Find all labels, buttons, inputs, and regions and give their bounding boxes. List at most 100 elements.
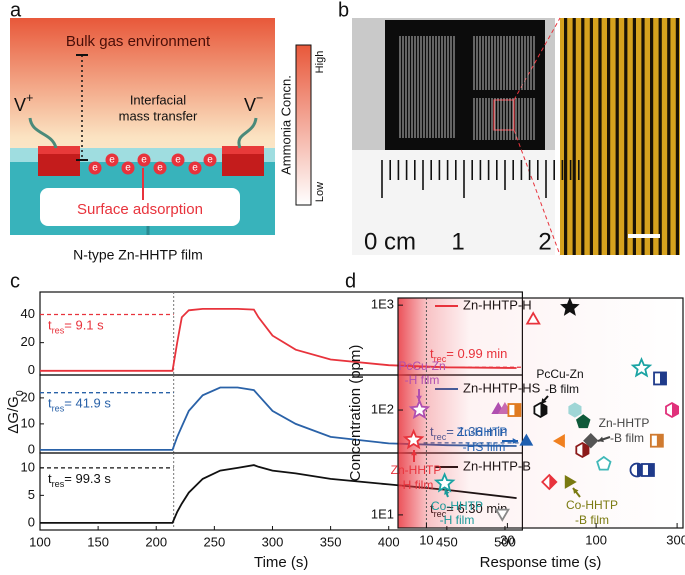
marker-fill	[514, 404, 521, 417]
data-point	[630, 356, 653, 378]
annotation-part: res	[52, 479, 65, 489]
marker-shape	[583, 432, 599, 449]
y-axis-title: Concentration (ppm)	[347, 345, 364, 482]
y-tick-label: 0	[28, 362, 35, 377]
micro-stripe	[624, 18, 628, 255]
marker-fill	[647, 463, 654, 476]
annotation: PcCu-Zn	[536, 367, 583, 381]
data-point	[641, 463, 655, 477]
micro-stripe	[658, 18, 662, 255]
micrograph	[560, 18, 680, 255]
ruler-label: 2	[538, 228, 551, 255]
data-point	[541, 473, 558, 491]
electron-label: e	[157, 163, 163, 174]
annotation-part: res	[52, 326, 65, 336]
annotation: Zn-HHTP	[457, 425, 508, 439]
electrode-top	[222, 146, 264, 154]
micro-stripe	[598, 18, 602, 255]
transfer-label: Interfacial	[130, 92, 186, 107]
x-tick-label: 30	[500, 532, 514, 547]
micro-stripe	[667, 18, 671, 255]
marker-shape	[433, 471, 456, 493]
data-point	[507, 403, 522, 417]
data-line	[40, 386, 517, 451]
arrow-head	[598, 436, 604, 443]
annotation: Zn-HHTP	[391, 463, 442, 477]
y-tick-label: 0	[28, 514, 35, 529]
data-point	[533, 401, 548, 419]
annotation-part: = 9.1 s	[64, 318, 104, 333]
data-point	[576, 414, 591, 429]
x-tick-label: 100	[585, 532, 607, 547]
data-point	[596, 455, 612, 471]
electrode	[38, 150, 80, 176]
micro-stripe	[607, 18, 611, 255]
marker-fill	[660, 372, 667, 385]
electron-label: e	[192, 163, 198, 174]
annotation-part: = 41.9 s	[64, 396, 111, 411]
y-tick-label: 1E2	[371, 401, 394, 416]
annotation: -B film	[610, 431, 644, 445]
marker-shape	[564, 475, 577, 489]
x-tick-label: 150	[87, 534, 109, 549]
y-tick-label: 20	[21, 389, 35, 404]
panel-label: d	[345, 270, 356, 292]
x-tick-label: 350	[320, 534, 342, 549]
marker-fill	[540, 403, 547, 417]
data-point	[494, 508, 510, 522]
marker-shape	[552, 434, 565, 448]
data-point	[564, 475, 577, 489]
annotation: Zn-HHTP	[599, 416, 650, 430]
marker-fill	[549, 475, 557, 489]
panel-label: b	[338, 0, 349, 21]
marker-shape	[596, 455, 612, 471]
adsorption-label: Surface adsorption	[77, 201, 203, 218]
electron-label: e	[92, 163, 98, 174]
plot-frame	[397, 297, 684, 529]
annotation: tres= 99.3 s	[48, 471, 111, 489]
annotation: Co-HHTP	[431, 499, 483, 513]
scale-bar	[628, 234, 660, 238]
marker-shape	[519, 433, 534, 446]
x-axis-title: Response time (s)	[480, 554, 602, 571]
y-axis-title-part: ΔG/G	[5, 396, 22, 434]
x-tick-label: 100	[29, 534, 51, 549]
electron-label: e	[141, 155, 147, 166]
arrow-head	[416, 395, 422, 401]
arrow-head	[573, 488, 579, 494]
micro-stripe	[641, 18, 645, 255]
transfer-label: mass transfer	[119, 108, 198, 123]
electrode-top	[38, 146, 80, 154]
x-axis-title: Time (s)	[254, 554, 308, 571]
y-tick-label: 10	[21, 459, 35, 474]
bulk-label: Bulk gas environment	[66, 33, 211, 50]
arrow-head	[512, 438, 518, 444]
arrow-head	[444, 489, 450, 495]
y-tick-label: 0	[28, 441, 35, 456]
colorbar-low: Low	[314, 182, 326, 202]
x-tick-label: 500	[494, 534, 516, 549]
marker-shape	[494, 508, 510, 522]
x-tick-label: 400	[378, 534, 400, 549]
electron	[171, 153, 185, 167]
x-tick-label: 10	[419, 532, 433, 547]
electron	[105, 153, 119, 167]
x-tick-label: 250	[204, 534, 226, 549]
zoom-line	[513, 129, 561, 256]
v-plus-part: V	[14, 95, 26, 115]
marker-shape	[568, 402, 582, 418]
micro-stripe	[632, 18, 636, 255]
ruler-label: 1	[451, 228, 464, 255]
v-minus-part: V	[244, 95, 256, 115]
annotation: Co-HHTP	[566, 498, 618, 512]
data-point	[560, 297, 580, 316]
wire	[28, 117, 58, 149]
panel-a	[10, 18, 312, 235]
v-plus-part: +	[26, 91, 33, 105]
micro-stripe	[589, 18, 593, 255]
data-point	[408, 398, 431, 420]
film-caption: N-type Zn-HHTP film	[73, 247, 203, 263]
y-tick-label: 1E3	[371, 297, 394, 312]
electron	[121, 161, 135, 175]
